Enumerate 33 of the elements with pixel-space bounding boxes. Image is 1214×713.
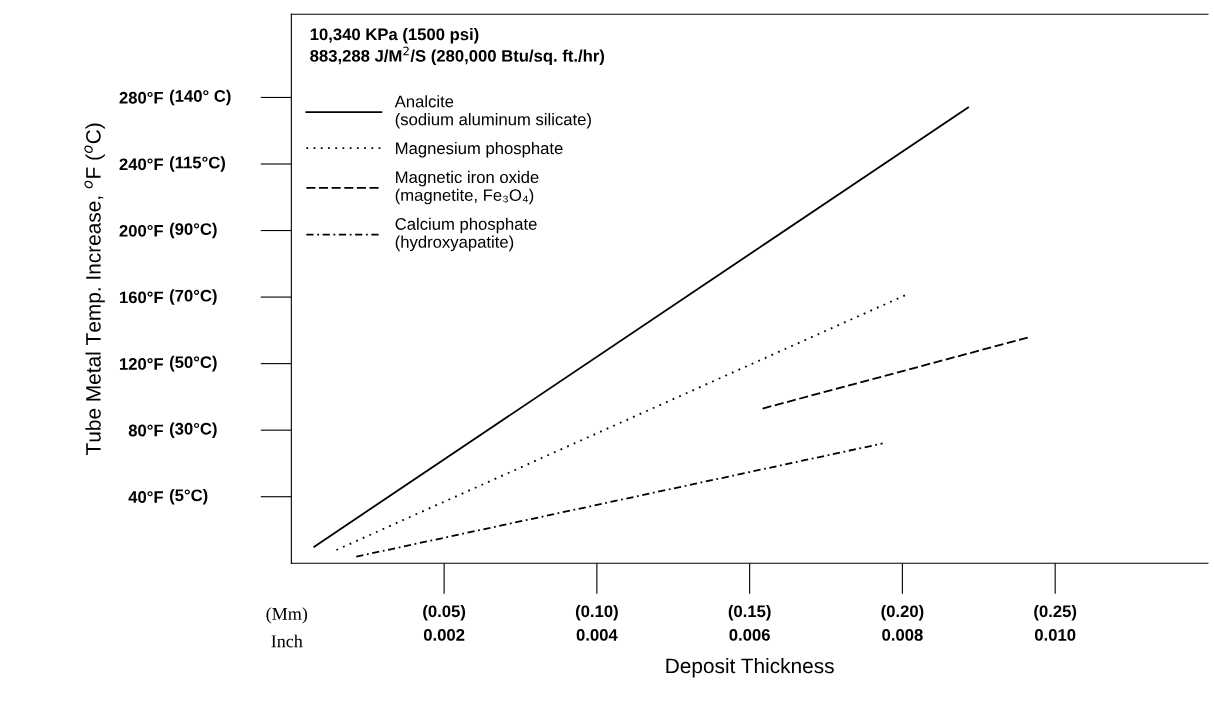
text: (140° C) (169, 89, 231, 106)
legend-label: Magnesium phosphate (396, 141, 563, 158)
legend-label: Analcite (sodium aluminum silicate) (394, 95, 591, 129)
y-axis-title: Tube Metal Temp. Increase, $^{o}$F ($^{o}$C) (84, 123, 105, 455)
text: (70°C) (169, 289, 217, 305)
y-tick-label: 280°F (119, 91, 163, 104)
y-tick-label: 160°F (119, 291, 163, 304)
x-tick-label: 0.008 (882, 628, 923, 641)
text: (Mm) (266, 607, 308, 624)
x2-tick-label: (0.10) (575, 604, 618, 621)
y-tick-label: 80°F (128, 424, 163, 437)
x-tick-label: 0.004 (576, 628, 618, 641)
y-tick-label: 120°F (119, 358, 163, 370)
legend-label: Magnetic iron oxide (magnetite, Fe₃O₄) (395, 170, 539, 205)
x-tick-label: 0.006 (729, 628, 770, 641)
text: (90°C) (169, 222, 217, 239)
x2-tick-label: (0.05) (423, 604, 466, 621)
x-tick-label: 0.002 (423, 628, 465, 641)
x2-tick-label: (0.20) (881, 604, 924, 621)
text: (115°C) (169, 156, 225, 172)
x2-tick-label: (0.25) (1034, 604, 1077, 621)
text: (5°C) (169, 488, 208, 505)
y-tick-label: 240°F (119, 158, 163, 171)
text: Inch (271, 634, 303, 648)
x2-tick-label: (0.15) (728, 604, 771, 621)
y-tick-label: 40°F (128, 491, 163, 503)
x-tick-label: 0.010 (1034, 628, 1076, 641)
y-tick-label: 200°F (119, 224, 163, 237)
x-axis-title: Deposit Thickness (666, 657, 834, 678)
legend-label: Calcium phosphate (hydroxyapatite) (395, 217, 537, 252)
text: (30°C) (169, 422, 217, 438)
text: (50°C) (169, 355, 217, 372)
annotation: 10,340 KPa (1500 psi) 883,288 J/M$^{2}$/S (280,000 Btu/sq. ft./hr) (310, 27, 605, 66)
